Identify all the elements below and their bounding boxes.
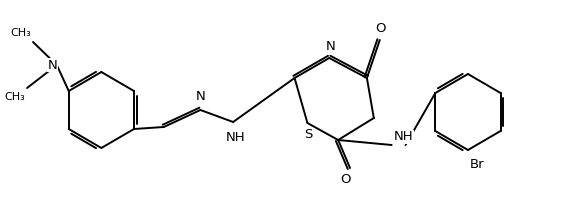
Text: N: N (48, 58, 58, 71)
Text: CH₃: CH₃ (5, 92, 25, 102)
Text: NH: NH (394, 130, 413, 144)
Text: S: S (304, 128, 312, 141)
Text: NH: NH (225, 131, 245, 144)
Text: N: N (196, 90, 205, 103)
Text: O: O (376, 22, 386, 35)
Text: CH₃: CH₃ (10, 28, 31, 38)
Text: N: N (325, 40, 335, 53)
Text: O: O (340, 173, 351, 186)
Text: Br: Br (470, 158, 484, 171)
